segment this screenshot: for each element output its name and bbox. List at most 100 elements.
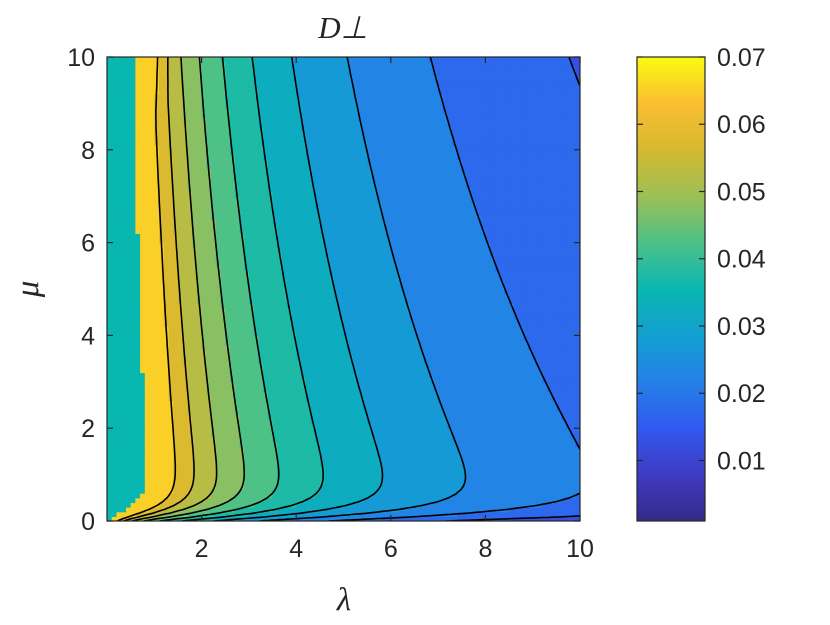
contour-cell bbox=[159, 377, 165, 383]
contour-cell bbox=[163, 284, 170, 290]
contour-cell bbox=[300, 432, 307, 439]
contour-cell bbox=[154, 196, 160, 202]
contour-cell bbox=[244, 367, 250, 374]
contour-cell bbox=[334, 423, 340, 429]
contour-cell bbox=[300, 460, 307, 466]
contour-cell bbox=[135, 182, 141, 188]
contour-cell bbox=[125, 344, 132, 350]
contour-cell bbox=[168, 89, 174, 95]
contour-cell bbox=[244, 381, 250, 388]
contour-cell bbox=[154, 353, 160, 360]
contour-cell bbox=[324, 228, 330, 234]
contour-cell bbox=[121, 256, 127, 262]
contour-cell bbox=[149, 210, 155, 216]
contour-cell bbox=[282, 149, 288, 156]
contour-cell bbox=[116, 103, 122, 109]
contour-cell bbox=[173, 261, 179, 267]
contour-cell bbox=[263, 191, 269, 197]
contour-cell bbox=[253, 224, 259, 230]
contour-cell bbox=[315, 177, 321, 183]
contour-cell bbox=[144, 159, 151, 165]
contour-cell bbox=[239, 117, 245, 123]
contour-cell bbox=[329, 442, 335, 448]
contour-cell bbox=[196, 108, 203, 114]
contour-cell bbox=[334, 159, 340, 165]
contour-cell bbox=[220, 191, 226, 197]
contour-cell bbox=[315, 117, 321, 123]
contour-cell bbox=[130, 507, 136, 513]
contour-cell bbox=[140, 57, 146, 63]
contour-cell bbox=[334, 279, 340, 285]
contour-cell bbox=[144, 298, 151, 304]
contour-cell bbox=[315, 405, 321, 411]
contour-cell bbox=[272, 372, 278, 378]
contour-cell bbox=[163, 57, 170, 63]
contour-cell bbox=[225, 298, 231, 304]
contour-cell bbox=[277, 135, 283, 142]
contour-cell bbox=[144, 488, 151, 494]
contour-cell bbox=[177, 340, 184, 346]
contour-cell bbox=[277, 326, 283, 332]
contour-cell bbox=[215, 228, 222, 234]
contour-cell bbox=[215, 279, 222, 285]
contour-cell bbox=[263, 330, 269, 336]
contour-cell bbox=[130, 372, 136, 378]
contour-cell bbox=[196, 474, 203, 480]
contour-cell bbox=[229, 196, 236, 202]
contour-cell bbox=[154, 326, 160, 332]
contour-cell bbox=[173, 75, 179, 81]
contour-cell bbox=[177, 121, 184, 128]
contour-cell bbox=[111, 307, 118, 313]
contour-cell bbox=[234, 275, 241, 281]
contour-cell bbox=[211, 446, 217, 452]
contour-cell bbox=[229, 210, 236, 216]
contour-cell bbox=[196, 140, 203, 146]
contour-cell bbox=[107, 186, 113, 193]
contour-cell bbox=[334, 502, 340, 508]
contour-cell bbox=[334, 479, 340, 485]
contour-cell bbox=[125, 131, 132, 137]
contour-cell bbox=[272, 247, 278, 253]
contour-cell bbox=[173, 196, 179, 202]
contour-cell bbox=[272, 451, 278, 457]
contour-cell bbox=[329, 168, 335, 174]
contour-cell bbox=[234, 363, 241, 369]
contour-cell bbox=[296, 298, 302, 304]
contour-cell bbox=[196, 149, 203, 156]
contour-cell bbox=[163, 432, 170, 439]
contour-cell bbox=[107, 293, 113, 299]
contour-cell bbox=[277, 275, 283, 281]
contour-cell bbox=[272, 405, 278, 411]
contour-cell bbox=[140, 321, 146, 327]
contour-cell bbox=[315, 423, 321, 429]
contour-cell bbox=[107, 405, 113, 411]
contour-cell bbox=[248, 140, 255, 146]
contour-cell bbox=[125, 80, 132, 86]
contour-cell bbox=[305, 363, 311, 369]
contour-cell bbox=[315, 418, 321, 425]
contour-cell bbox=[177, 409, 184, 415]
contour-cell bbox=[140, 210, 146, 216]
contour-cell bbox=[291, 409, 297, 415]
contour-cell bbox=[286, 474, 293, 480]
contour-cell bbox=[182, 214, 189, 220]
contour-cell bbox=[196, 358, 203, 364]
contour-cell bbox=[248, 340, 255, 346]
contour-cell bbox=[225, 84, 231, 91]
contour-cell bbox=[220, 479, 226, 485]
contour-cell bbox=[296, 154, 302, 160]
contour-cell bbox=[111, 256, 118, 262]
contour-cell bbox=[329, 414, 335, 420]
contour-cell bbox=[135, 358, 141, 364]
contour-cell bbox=[121, 372, 127, 378]
contour-cell bbox=[168, 493, 174, 499]
contour-cell bbox=[263, 200, 269, 207]
contour-cell bbox=[125, 219, 132, 225]
contour-cell bbox=[296, 386, 302, 392]
contour-cell bbox=[334, 488, 340, 494]
contour-cell bbox=[234, 242, 241, 248]
contour-cell bbox=[296, 483, 302, 490]
contour-cell bbox=[296, 219, 302, 225]
contour-cell bbox=[149, 177, 155, 183]
contour-cell bbox=[196, 251, 203, 258]
